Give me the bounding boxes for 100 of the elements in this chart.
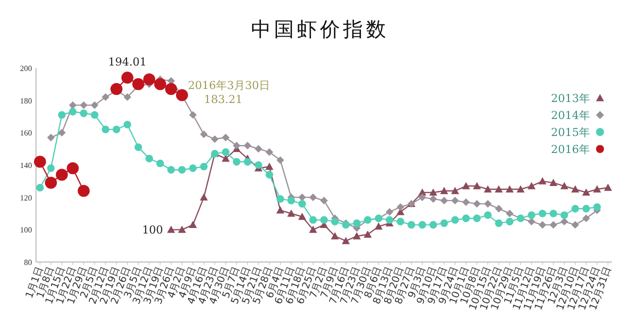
point xyxy=(124,120,132,128)
point xyxy=(484,200,492,208)
point xyxy=(154,78,166,90)
point xyxy=(320,196,328,204)
point xyxy=(429,188,438,196)
point xyxy=(506,210,514,218)
point xyxy=(396,203,404,211)
point xyxy=(352,232,361,240)
point xyxy=(222,134,230,142)
point xyxy=(582,204,590,212)
point xyxy=(222,148,230,156)
chart-title: 中国虾价指数 xyxy=(251,17,389,41)
y-tick-label: 80 xyxy=(24,258,32,267)
point xyxy=(165,83,178,96)
point xyxy=(124,93,132,101)
y-tick-label: 180 xyxy=(20,96,32,106)
point xyxy=(143,73,156,86)
point xyxy=(396,218,404,226)
point xyxy=(112,126,120,134)
point xyxy=(276,206,284,214)
y-tick-label: 160 xyxy=(20,128,32,138)
point xyxy=(232,158,240,166)
y-tick-label: 140 xyxy=(20,161,32,170)
point xyxy=(560,211,568,219)
point xyxy=(429,221,438,229)
point xyxy=(90,101,98,109)
point xyxy=(528,218,536,226)
point xyxy=(506,185,514,192)
y-tick-label: 100 xyxy=(20,226,32,235)
point xyxy=(440,219,448,227)
point xyxy=(287,210,296,217)
point xyxy=(145,154,154,162)
point xyxy=(364,230,372,238)
point xyxy=(298,194,306,202)
point xyxy=(571,221,580,229)
point xyxy=(189,164,197,172)
point xyxy=(266,170,274,178)
point xyxy=(68,108,77,116)
point xyxy=(56,168,68,181)
point xyxy=(484,185,492,192)
point xyxy=(178,226,186,233)
point xyxy=(462,198,470,206)
point xyxy=(571,185,580,192)
point xyxy=(418,221,426,229)
point xyxy=(78,184,90,197)
point xyxy=(429,195,438,203)
point xyxy=(276,195,284,203)
point xyxy=(167,226,176,233)
point xyxy=(418,194,426,202)
point xyxy=(58,128,66,136)
point xyxy=(550,210,558,218)
point xyxy=(80,101,88,109)
annotation: 183.21 xyxy=(204,93,242,106)
legend-label: 2013年 xyxy=(551,92,590,105)
point xyxy=(298,200,306,208)
point xyxy=(188,220,197,228)
point xyxy=(210,135,219,143)
annotation: 2016年3月30日 xyxy=(188,79,270,92)
point xyxy=(298,212,306,220)
point xyxy=(462,214,470,222)
point xyxy=(287,196,296,204)
point xyxy=(462,182,470,190)
y-tick-label: 120 xyxy=(20,193,32,202)
point xyxy=(80,109,88,118)
point xyxy=(132,78,144,90)
point xyxy=(156,160,164,168)
point xyxy=(102,126,110,134)
point xyxy=(593,185,602,192)
point xyxy=(582,214,590,222)
point xyxy=(189,111,197,119)
point xyxy=(440,196,448,204)
point xyxy=(309,226,318,233)
point xyxy=(266,148,274,156)
point xyxy=(571,204,580,212)
point xyxy=(352,219,361,227)
y-tick-label: 200 xyxy=(20,64,32,73)
point xyxy=(222,154,230,162)
point xyxy=(494,185,503,192)
point xyxy=(121,72,134,84)
point xyxy=(200,193,208,201)
point xyxy=(560,218,568,226)
point xyxy=(516,185,525,192)
point xyxy=(451,196,459,204)
point xyxy=(244,142,252,150)
point xyxy=(604,184,612,191)
point xyxy=(374,222,383,230)
point xyxy=(34,156,46,168)
point xyxy=(244,158,252,166)
point xyxy=(265,162,274,170)
point xyxy=(176,89,188,102)
point xyxy=(451,186,460,194)
point xyxy=(134,143,142,152)
point xyxy=(538,221,546,229)
point xyxy=(232,142,240,150)
legend-label: 2014年 xyxy=(551,109,590,122)
point xyxy=(560,182,568,190)
point xyxy=(473,200,481,208)
point xyxy=(593,203,601,211)
point xyxy=(538,177,546,184)
point xyxy=(44,176,57,189)
